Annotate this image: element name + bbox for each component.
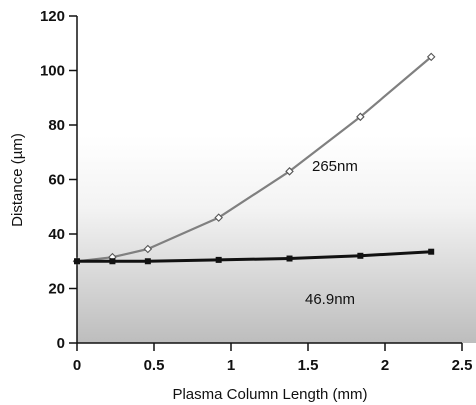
y-tick-label-120: 120 [40,8,65,25]
point-46-9nm-5 [357,252,364,259]
y-axis-title: Distance (µm) [9,133,26,227]
point-46-9nm-2 [144,258,151,265]
y-axis-ticks: 0 20 40 60 80 100 120 [40,8,77,352]
y-tick-label-40: 40 [48,226,65,243]
y-tick-label-0: 0 [57,335,65,352]
x-tick-label-1-5: 1.5 [298,357,319,374]
x-axis-title: Plasma Column Length (mm) [172,386,367,403]
point-46-9nm-6 [428,248,435,255]
series-layer [72,52,436,266]
y-tick-label-60: 60 [48,172,65,189]
x-axis-ticks: 0 0.5 1 1.5 2 2.5 [73,343,473,374]
series-label-265nm: 265nm [312,158,358,175]
y-tick-label-80: 80 [48,117,65,134]
point-265nm-6 [426,52,436,62]
point-46-9nm-3 [215,256,222,263]
y-tick-label-20: 20 [48,281,65,298]
plot-background [77,136,476,343]
point-265nm-2 [143,244,153,254]
series-label-46-9nm: 46.9nm [305,291,355,308]
x-tick-label-1: 1 [227,357,235,374]
x-tick-label-0: 0 [73,357,81,374]
point-265nm-4 [285,167,294,176]
point-46-9nm-4 [286,255,293,262]
y-tick-label-100: 100 [40,63,65,80]
x-tick-label-0-5: 0.5 [144,357,165,374]
point-265nm-5 [356,112,365,122]
point-265nm-3 [214,213,223,222]
x-tick-label-2: 2 [381,357,389,374]
point-46-9nm-1 [109,258,116,265]
x-tick-label-2-5: 2.5 [452,357,473,374]
point-46-9nm-0 [74,258,80,265]
